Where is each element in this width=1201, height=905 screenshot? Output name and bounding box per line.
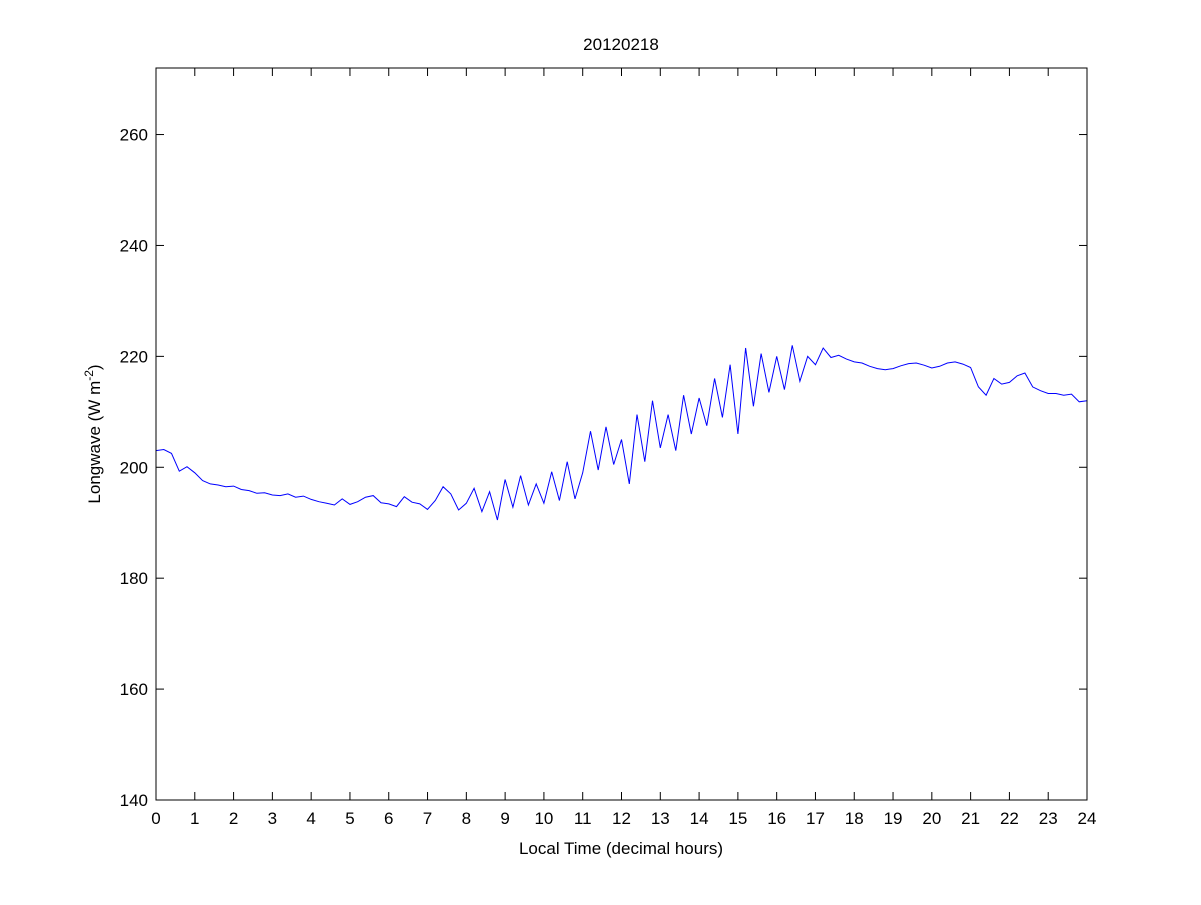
- x-tick-label: 0: [151, 809, 160, 828]
- x-tick-label: 20: [922, 809, 941, 828]
- x-tick-label: 1: [190, 809, 199, 828]
- series-line-longwave: [155, 345, 1088, 521]
- y-axis-label: Longwave (W m-2): [82, 364, 104, 503]
- y-tick-label: 160: [120, 680, 148, 699]
- x-tick-label: 13: [651, 809, 670, 828]
- axis-ticks: 0 1 2 3 4 5 6 7 8 9 10 11 12 13 14 15 16 17 18 19 20 21 22 23 24…: [120, 68, 1097, 828]
- x-tick-label: 12: [612, 809, 631, 828]
- x-tick-label: 4: [306, 809, 315, 828]
- x-tick-label: 16: [767, 809, 786, 828]
- x-tick-label: 17: [806, 809, 825, 828]
- x-tick-label: 19: [884, 809, 903, 828]
- axes-box: [155, 67, 1088, 801]
- y-axis-label-superscript: -2: [82, 370, 96, 381]
- x-tick-label: 3: [268, 809, 277, 828]
- x-tick-label: 23: [1039, 809, 1058, 828]
- y-tick-label: 180: [120, 569, 148, 588]
- x-tick-label: 22: [1000, 809, 1019, 828]
- y-tick-label: 140: [120, 791, 148, 810]
- x-tick-label: 11: [574, 809, 592, 828]
- y-tick-label: 240: [120, 236, 148, 255]
- x-tick-label: 24: [1078, 809, 1097, 828]
- y-tick-label: 200: [120, 458, 148, 477]
- x-tick-label: 18: [845, 809, 864, 828]
- x-tick-label: 14: [690, 809, 709, 828]
- x-axis-label: Local Time (decimal hours): [519, 839, 723, 858]
- x-tick-label: 6: [384, 809, 393, 828]
- y-tick-label: 260: [120, 126, 148, 145]
- y-tick-label: 220: [120, 347, 148, 366]
- x-tick-label: 8: [462, 809, 471, 828]
- x-tick-label: 15: [728, 809, 747, 828]
- x-tick-label: 7: [423, 809, 432, 828]
- chart-title: 20120218: [583, 35, 659, 54]
- x-tick-label: 2: [229, 809, 238, 828]
- y-axis-label-text: Longwave (W m: [85, 381, 104, 504]
- x-tick-label: 10: [534, 809, 553, 828]
- x-tick-label: 5: [345, 809, 354, 828]
- y-axis-label-close: ): [85, 364, 104, 370]
- x-tick-label: 21: [961, 809, 980, 828]
- x-tick-label: 9: [500, 809, 509, 828]
